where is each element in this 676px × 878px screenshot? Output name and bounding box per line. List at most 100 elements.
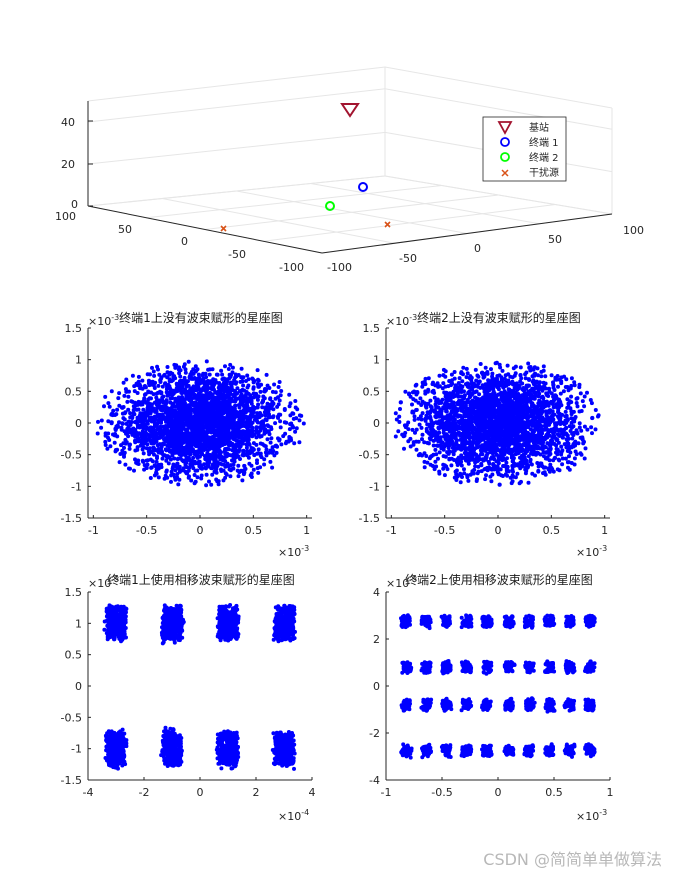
- scatter-point: [148, 449, 153, 454]
- scatter-point: [142, 384, 147, 388]
- scatter-point: [466, 478, 471, 483]
- scatter-point: [523, 467, 528, 472]
- scatter-point: [278, 425, 283, 430]
- scatter-point: [223, 364, 227, 369]
- legend-circle-blue-icon: [500, 137, 510, 147]
- subplot-terminal2-no-beamforming: -1.5-1-0.500.511.5 -1 -0.5 0 0.5 1 终端2上没有波束赋…: [359, 310, 610, 559]
- scatter-point: [212, 396, 217, 401]
- scatter-point: [195, 412, 200, 417]
- x-tick-m50: -50: [399, 252, 417, 265]
- scatter-point: [496, 387, 501, 392]
- scatter-point: [146, 402, 151, 406]
- y-exponent: ×10-3: [88, 313, 119, 328]
- scatter-point: [251, 377, 256, 382]
- scatter-point: [548, 408, 553, 413]
- grid-line: [87, 66, 613, 109]
- scatter-point: [216, 406, 221, 411]
- scatter-point: [108, 444, 113, 449]
- scatter-point: [197, 401, 202, 406]
- scatter-point: [149, 408, 154, 413]
- scatter-point: [290, 411, 295, 416]
- scatter-point: [185, 451, 190, 456]
- scatter-point: [159, 390, 164, 395]
- scatter-point: [190, 462, 195, 467]
- scatter-point: [204, 398, 209, 402]
- scatter-point: [282, 408, 287, 412]
- scatter-point: [175, 423, 180, 428]
- scatter-point: [264, 453, 269, 458]
- scatter-point: [103, 443, 108, 447]
- scatter-point: [140, 437, 145, 442]
- scatter-point: [248, 450, 253, 455]
- scatter-point: [157, 372, 162, 377]
- scatter-point: [243, 399, 248, 403]
- scatter-point: [160, 414, 165, 418]
- scatter-point: [184, 439, 188, 444]
- legend-label-terminal2: 终端 2: [529, 151, 559, 164]
- scatter-point: [412, 417, 417, 422]
- scatter-point: [276, 385, 281, 389]
- scatter-point: [168, 379, 173, 384]
- scatter-point: [129, 399, 134, 404]
- scatter-point: [99, 425, 104, 430]
- scatter-point: [473, 367, 478, 372]
- scatter-point: [548, 451, 553, 456]
- scatter-point: [433, 414, 438, 419]
- grid-line: [310, 183, 540, 225]
- x-tick-labels: -1 -0.5 0 0.5 1: [88, 524, 310, 537]
- scatter-point: [246, 441, 251, 446]
- scatter-point: [449, 463, 454, 468]
- scatter-point: [227, 424, 231, 429]
- scatter-point: [158, 424, 163, 429]
- scatter-point: [582, 404, 587, 409]
- scatter-point: [126, 407, 131, 412]
- scatter-point: [556, 440, 561, 445]
- scatter-point: [283, 441, 288, 446]
- scatter-point: [163, 381, 168, 386]
- scatter-point: [268, 459, 273, 464]
- scatter-point: [249, 463, 254, 468]
- scatter-point: [172, 411, 177, 415]
- scatter-point: [211, 455, 216, 460]
- scatter-point: [572, 456, 577, 461]
- scatter-point: [239, 468, 244, 473]
- scatter-point: [223, 464, 228, 469]
- scatter-point: [255, 397, 260, 402]
- scatter-point: [179, 388, 184, 393]
- scatter-point: [195, 475, 200, 480]
- scatter-point: [183, 469, 188, 474]
- scatter-point: [165, 454, 170, 459]
- scatter-point: [152, 448, 157, 453]
- scatter-point: [177, 469, 182, 474]
- scatter-point: [164, 387, 169, 392]
- scatter-point: [267, 386, 272, 390]
- scatter-point: [128, 411, 133, 416]
- scatter-point: [176, 367, 181, 372]
- scatter-point: [251, 385, 256, 390]
- scatter-point: [241, 383, 246, 388]
- scatter-point: [528, 444, 532, 449]
- scatter-point: [115, 434, 120, 439]
- scatter-point: [131, 408, 136, 412]
- scatter-point: [166, 448, 171, 453]
- scatter-point: [124, 377, 129, 382]
- scatter-point: [119, 427, 124, 432]
- scatter-point: [182, 407, 187, 412]
- interferer-marker: [384, 221, 391, 228]
- scatter-point: [452, 475, 457, 480]
- scatter-point: [506, 372, 511, 377]
- scatter-point: [149, 390, 154, 395]
- scatter-point: [489, 479, 494, 484]
- scatter-point: [144, 446, 149, 451]
- scatter-point: [284, 420, 289, 425]
- scatter-point: [178, 399, 182, 403]
- scatter-point: [147, 446, 152, 451]
- scatter-point: [256, 451, 261, 456]
- scatter-point: [195, 443, 200, 448]
- scatter-point: [287, 427, 292, 432]
- scatter-point: [287, 404, 292, 409]
- y-tick-label: -1: [71, 480, 82, 493]
- y-tick-labels: -1.5-1-0.500.511.5: [61, 322, 82, 525]
- scatter-point: [235, 427, 240, 432]
